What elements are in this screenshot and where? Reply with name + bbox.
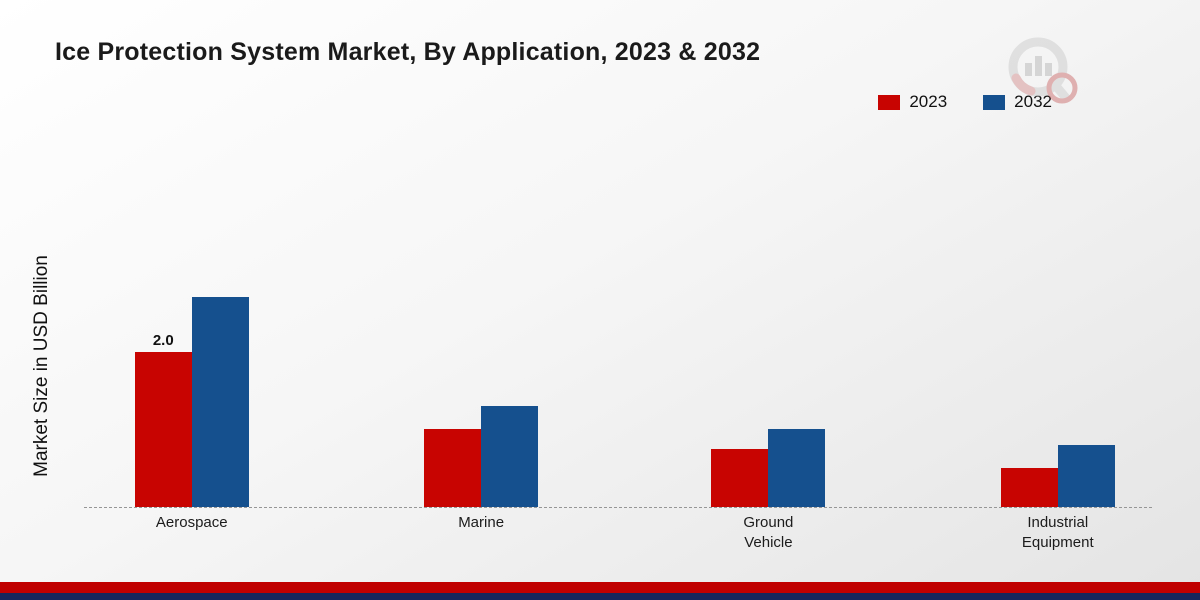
footer-navy-stripe: [0, 593, 1200, 600]
legend: 2023 2032: [878, 92, 1052, 112]
category-label-marine: Marine: [458, 514, 505, 531]
category-label-ground-vehicle: Ground Vehicle: [743, 514, 794, 551]
chart-title: Ice Protection System Market, By Applica…: [55, 38, 761, 66]
bar-2023-industrial-equipment: [1000, 468, 1058, 507]
x-axis-labels: Aerospace Marine Ground Vehicle Industrial …: [90, 513, 1150, 563]
x-axis-baseline: [84, 507, 1152, 508]
plot-area: 2.0: [84, 150, 1152, 508]
bar-2032-marine: [481, 406, 539, 507]
category-label-industrial-equipment: Industrial Equipment: [1021, 514, 1094, 551]
bar-group-industrial-equipment: [1000, 444, 1115, 507]
bar-group-ground-vehicle: [711, 429, 826, 507]
bar-group-aerospace: 2.0: [134, 297, 249, 507]
bar-value-label: 2.0: [152, 331, 174, 349]
bar-2032-ground-vehicle: [768, 429, 826, 507]
bar-2023-marine: [424, 429, 482, 507]
bar-2023-ground-vehicle: [711, 448, 769, 507]
bar-2032-aerospace: [191, 297, 249, 507]
legend-item-2032: 2032: [983, 92, 1052, 112]
legend-label-2032: 2032: [1014, 92, 1052, 111]
category-label-aerospace: Aerospace: [155, 514, 228, 531]
legend-swatch-2032: [983, 94, 1006, 110]
bar-group-marine: [424, 406, 539, 507]
legend-label-2023: 2023: [909, 92, 948, 111]
y-axis-label: Market Size in USD Billion: [31, 255, 52, 477]
legend-item-2023: 2023: [878, 92, 947, 112]
legend-swatch-2023: [878, 94, 901, 110]
bar-2023-aerospace: [134, 351, 192, 507]
footer-red-stripe: [0, 582, 1200, 593]
brand-logo-watermark: [1008, 37, 1078, 104]
bar-2032-industrial-equipment: [1057, 444, 1115, 507]
